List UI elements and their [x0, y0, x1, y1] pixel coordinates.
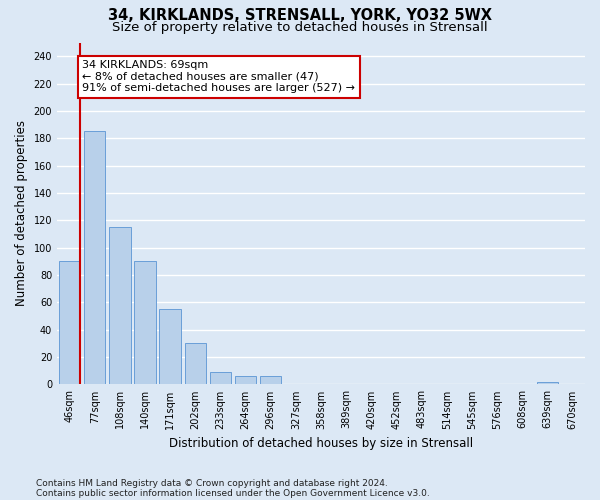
Bar — [59, 262, 80, 384]
Y-axis label: Number of detached properties: Number of detached properties — [15, 120, 28, 306]
Bar — [84, 132, 106, 384]
Text: Size of property relative to detached houses in Strensall: Size of property relative to detached ho… — [112, 21, 488, 34]
Bar — [134, 262, 156, 384]
Bar — [185, 344, 206, 384]
Bar — [235, 376, 256, 384]
Bar — [260, 376, 281, 384]
X-axis label: Distribution of detached houses by size in Strensall: Distribution of detached houses by size … — [169, 437, 473, 450]
Text: Contains public sector information licensed under the Open Government Licence v3: Contains public sector information licen… — [36, 488, 430, 498]
Bar — [109, 227, 131, 384]
Text: 34 KIRKLANDS: 69sqm
← 8% of detached houses are smaller (47)
91% of semi-detache: 34 KIRKLANDS: 69sqm ← 8% of detached hou… — [82, 60, 355, 94]
Bar — [536, 382, 558, 384]
Bar — [210, 372, 231, 384]
Bar — [160, 309, 181, 384]
Text: 34, KIRKLANDS, STRENSALL, YORK, YO32 5WX: 34, KIRKLANDS, STRENSALL, YORK, YO32 5WX — [108, 8, 492, 22]
Text: Contains HM Land Registry data © Crown copyright and database right 2024.: Contains HM Land Registry data © Crown c… — [36, 478, 388, 488]
